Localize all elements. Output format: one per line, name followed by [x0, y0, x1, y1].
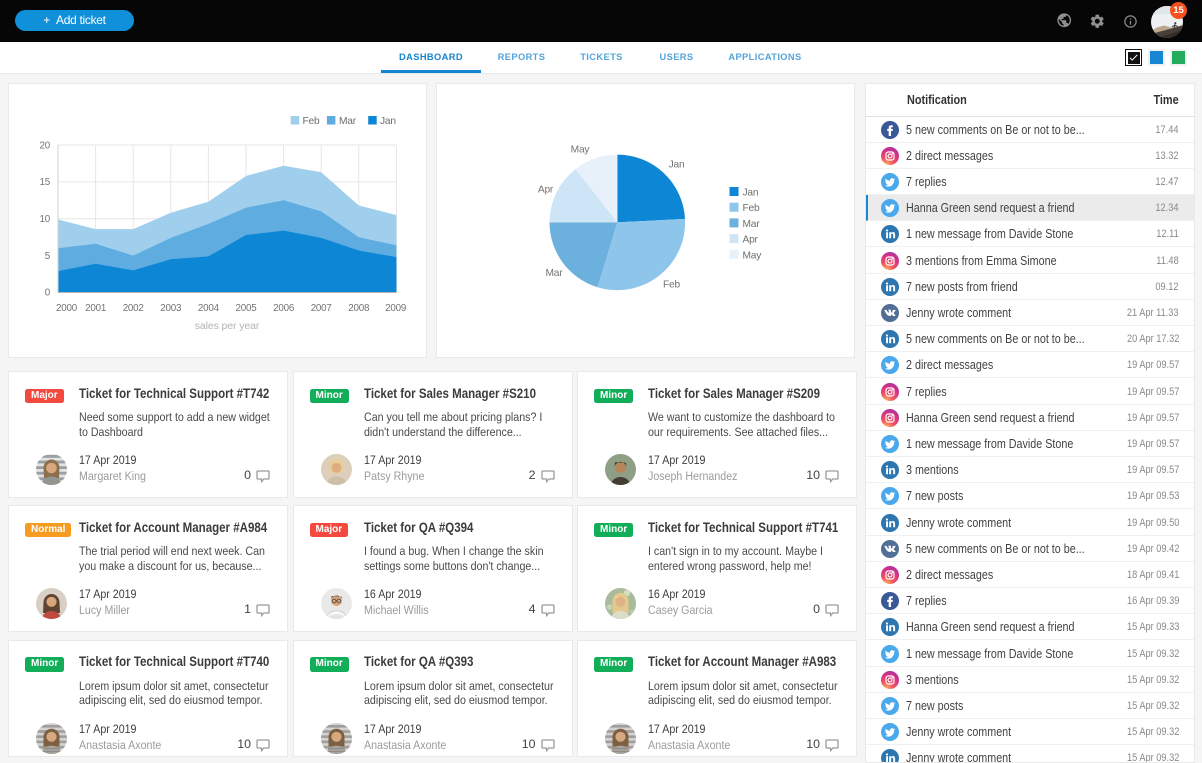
svg-text:15: 15: [40, 177, 51, 188]
svg-text:2002: 2002: [123, 303, 144, 314]
svg-text:Apr: Apr: [743, 235, 759, 246]
svg-text:10: 10: [40, 214, 51, 225]
svg-text:2007: 2007: [311, 303, 332, 314]
svg-text:2001: 2001: [85, 303, 106, 314]
svg-text:2008: 2008: [348, 303, 370, 314]
svg-text:Jan: Jan: [743, 188, 759, 199]
svg-text:20: 20: [40, 141, 51, 152]
svg-text:2003: 2003: [160, 303, 182, 314]
svg-text:Mar: Mar: [546, 268, 564, 279]
svg-text:May: May: [743, 250, 763, 261]
svg-text:Feb: Feb: [303, 116, 320, 127]
svg-text:May: May: [571, 145, 591, 156]
svg-text:Feb: Feb: [743, 203, 760, 214]
svg-text:Jan: Jan: [380, 116, 396, 127]
svg-text:0: 0: [45, 288, 51, 299]
svg-text:2000: 2000: [56, 303, 78, 314]
svg-text:2009: 2009: [385, 303, 406, 314]
svg-text:5: 5: [45, 251, 51, 262]
svg-text:Jan: Jan: [669, 160, 685, 171]
svg-text:2006: 2006: [273, 303, 295, 314]
svg-text:Feb: Feb: [663, 280, 680, 291]
svg-text:Mar: Mar: [743, 219, 761, 230]
svg-text:2005: 2005: [236, 303, 258, 314]
svg-text:sales per year: sales per year: [195, 320, 260, 332]
svg-text:Mar: Mar: [339, 116, 357, 127]
svg-text:2004: 2004: [198, 303, 220, 314]
svg-text:Apr: Apr: [538, 185, 554, 196]
